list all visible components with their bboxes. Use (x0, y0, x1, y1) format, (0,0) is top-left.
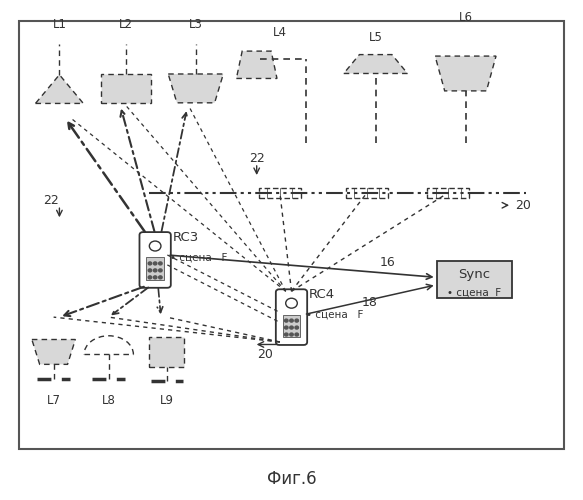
Circle shape (148, 262, 152, 265)
FancyBboxPatch shape (276, 290, 307, 345)
Text: RC4: RC4 (309, 288, 335, 301)
Bar (283, 314, 300, 337)
Polygon shape (236, 51, 277, 78)
Text: Фиг.6: Фиг.6 (266, 470, 317, 488)
Text: L4: L4 (273, 26, 287, 38)
Circle shape (285, 333, 288, 336)
Text: 22: 22 (43, 194, 58, 207)
Text: 18: 18 (362, 296, 378, 308)
Circle shape (148, 276, 152, 279)
Circle shape (159, 262, 162, 265)
Circle shape (285, 326, 288, 329)
Text: L7: L7 (47, 394, 61, 407)
Circle shape (153, 262, 157, 265)
Circle shape (159, 276, 162, 279)
Circle shape (153, 269, 157, 272)
Text: • сцена   F: • сцена F (170, 252, 227, 262)
Text: 22: 22 (249, 152, 265, 164)
Text: Sync: Sync (458, 268, 490, 281)
Polygon shape (32, 340, 75, 364)
Circle shape (285, 319, 288, 322)
Text: L3: L3 (189, 18, 203, 31)
Circle shape (295, 333, 298, 336)
Polygon shape (435, 56, 496, 91)
Circle shape (295, 319, 298, 322)
Text: L9: L9 (160, 394, 174, 407)
Circle shape (295, 326, 298, 329)
Text: L2: L2 (119, 18, 133, 31)
Text: L1: L1 (52, 18, 66, 31)
Text: L6: L6 (459, 11, 473, 24)
Text: 20: 20 (258, 348, 273, 361)
Text: • сцена  F: • сцена F (447, 288, 501, 298)
Bar (149, 337, 184, 367)
Circle shape (148, 269, 152, 272)
Bar (427, 188, 469, 198)
Text: 16: 16 (380, 256, 395, 269)
Bar (346, 188, 388, 198)
FancyBboxPatch shape (139, 232, 171, 288)
Text: L5: L5 (368, 30, 382, 44)
Circle shape (159, 269, 162, 272)
Bar (259, 188, 301, 198)
Circle shape (290, 333, 293, 336)
Circle shape (153, 276, 157, 279)
Text: RC3: RC3 (173, 231, 199, 244)
Text: • сцена   F: • сцена F (306, 310, 363, 320)
Circle shape (290, 319, 293, 322)
Polygon shape (168, 74, 223, 103)
Bar (101, 74, 151, 103)
Bar (437, 261, 512, 298)
Polygon shape (36, 74, 83, 104)
Polygon shape (344, 54, 408, 74)
Text: 20: 20 (515, 198, 531, 212)
Circle shape (290, 326, 293, 329)
Text: L8: L8 (102, 394, 115, 407)
Bar (146, 258, 164, 280)
Bar (19, 22, 564, 449)
